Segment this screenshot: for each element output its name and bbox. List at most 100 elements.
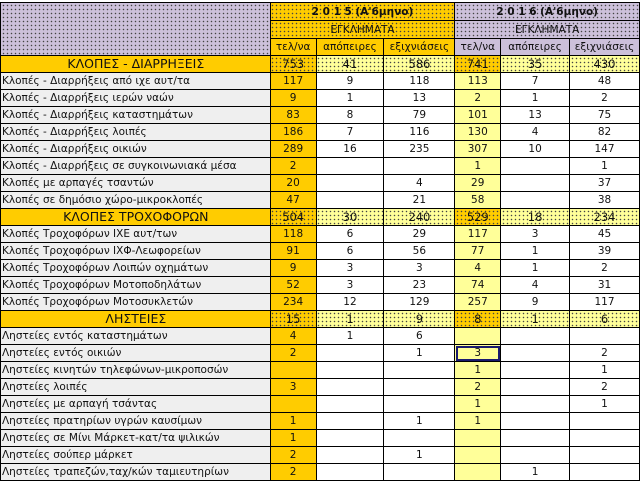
cell-solved-2016[interactable]: [569, 446, 640, 464]
cell-attempts-2015[interactable]: 8: [315, 106, 385, 124]
row-label-cell[interactable]: Ληστείες σούπερ μάρκετ: [0, 446, 271, 464]
cell-attempts-2015[interactable]: 1: [315, 327, 385, 345]
cell-completed-2016[interactable]: 29: [454, 174, 502, 192]
cell-solved-2016[interactable]: 2: [569, 89, 640, 107]
cell-completed-2015[interactable]: 3: [269, 378, 317, 396]
cell-attempts-2016[interactable]: 9: [500, 293, 571, 311]
cell-solved-2015[interactable]: 3: [383, 259, 456, 277]
cell-attempts-2015[interactable]: 6: [315, 225, 385, 243]
cell-attempts-2016[interactable]: 18: [500, 208, 571, 226]
section-label-cell[interactable]: ΚΛΟΠΕΣ - ΔΙΑΡΡΗΞΕΙΣ: [0, 55, 271, 73]
cell-completed-2015[interactable]: 47: [269, 191, 317, 209]
cell-solved-2016[interactable]: [569, 463, 640, 481]
cell-completed-2015[interactable]: [269, 361, 317, 379]
cell-solved-2015[interactable]: 240: [383, 208, 456, 226]
cell-completed-2015[interactable]: 1: [269, 429, 317, 447]
cell-solved-2015[interactable]: 586: [383, 55, 456, 73]
cell-completed-2015[interactable]: 2: [269, 463, 317, 481]
cell-solved-2016[interactable]: 48: [569, 72, 640, 90]
cell-completed-2015[interactable]: 83: [269, 106, 317, 124]
row-label-cell[interactable]: Κλοπές - Διαρρήξεις λοιπές: [0, 123, 271, 141]
cell-attempts-2016[interactable]: [500, 446, 571, 464]
row-label-cell[interactable]: Κλοπές - Διαρρήξεις από ιχε αυτ/τα: [0, 72, 271, 90]
cell-attempts-2015[interactable]: 1: [315, 310, 385, 328]
cell-completed-2015[interactable]: 20: [269, 174, 317, 192]
cell-completed-2015[interactable]: 91: [269, 242, 317, 260]
cell-attempts-2016[interactable]: 3: [500, 225, 571, 243]
cell-solved-2016[interactable]: 2: [569, 344, 640, 362]
cell-completed-2016[interactable]: 1: [454, 361, 502, 379]
cell-solved-2015[interactable]: 6: [383, 327, 456, 345]
cell-completed-2015[interactable]: 118: [269, 225, 317, 243]
col-header-attempts-2015[interactable]: απόπειρες: [315, 38, 385, 56]
cell-solved-2016[interactable]: 82: [569, 123, 640, 141]
cell-attempts-2016[interactable]: 13: [500, 106, 571, 124]
cell-completed-2015[interactable]: 2: [269, 446, 317, 464]
cell-attempts-2016[interactable]: [500, 378, 571, 396]
cell-solved-2015[interactable]: [383, 361, 456, 379]
cell-solved-2016[interactable]: 234: [569, 208, 640, 226]
cell-solved-2015[interactable]: 1: [383, 412, 456, 430]
row-label-cell[interactable]: Ληστείες τραπεζών,ταχ/κών ταμιευτηρίων: [0, 463, 271, 481]
cell-attempts-2015[interactable]: [315, 463, 385, 481]
cell-completed-2015[interactable]: 117: [269, 72, 317, 90]
row-label-cell[interactable]: Κλοπές Τροχοφόρων Λοιπών οχημάτων: [0, 259, 271, 277]
crimes-2016-header[interactable]: ΕΓΚΛΗΜΑΤΑ: [454, 20, 640, 39]
row-label-cell[interactable]: Ληστείες λοιπές: [0, 378, 271, 396]
cell-attempts-2016[interactable]: [500, 191, 571, 209]
section-label-cell[interactable]: ΚΛΟΠΕΣ ΤΡΟΧΟΦΟΡΩΝ: [0, 208, 271, 226]
cell-attempts-2016[interactable]: [500, 157, 571, 175]
cell-completed-2015[interactable]: 1: [269, 412, 317, 430]
cell-solved-2016[interactable]: 45: [569, 225, 640, 243]
section-label-cell[interactable]: ΛΗΣΤΕΙΕΣ: [0, 310, 271, 328]
cell-attempts-2016[interactable]: 4: [500, 123, 571, 141]
cell-completed-2016[interactable]: [454, 446, 502, 464]
cell-solved-2015[interactable]: 13: [383, 89, 456, 107]
cell-completed-2016[interactable]: 4: [454, 259, 502, 277]
row-label-cell[interactable]: Ληστείες εντός καταστημάτων: [0, 327, 271, 345]
row-label-cell[interactable]: Κλοπές Τροχοφόρων Μοτοσυκλετών: [0, 293, 271, 311]
cell-solved-2015[interactable]: 29: [383, 225, 456, 243]
cell-completed-2015[interactable]: 2: [269, 157, 317, 175]
corner-header-cell[interactable]: [0, 2, 271, 56]
cell-solved-2015[interactable]: 1: [383, 344, 456, 362]
cell-attempts-2015[interactable]: 41: [315, 55, 385, 73]
row-label-cell[interactable]: Ληστείες σε Μίνι Μάρκετ-κατ/τα ψιλικών: [0, 429, 271, 447]
cell-attempts-2015[interactable]: 3: [315, 276, 385, 294]
cell-solved-2015[interactable]: 23: [383, 276, 456, 294]
row-label-cell[interactable]: Κλοπές - Διαρρήξεις οικιών: [0, 140, 271, 158]
cell-solved-2016[interactable]: 117: [569, 293, 640, 311]
cell-attempts-2016[interactable]: [500, 412, 571, 430]
cell-solved-2016[interactable]: 31: [569, 276, 640, 294]
year-2016-header[interactable]: 2 0 1 6 (Α'6μηνο): [454, 2, 640, 21]
col-header-solved-2015[interactable]: εξιχνιάσεις: [383, 38, 456, 56]
cell-attempts-2016[interactable]: 1: [500, 242, 571, 260]
cell-completed-2015[interactable]: 186: [269, 123, 317, 141]
cell-solved-2016[interactable]: 1: [569, 361, 640, 379]
cell-solved-2016[interactable]: 75: [569, 106, 640, 124]
cell-attempts-2015[interactable]: 9: [315, 72, 385, 90]
cell-attempts-2015[interactable]: 12: [315, 293, 385, 311]
cell-solved-2015[interactable]: 118: [383, 72, 456, 90]
row-label-cell[interactable]: Κλοπές Τροχοφόρων Μοτοποδηλάτων: [0, 276, 271, 294]
cell-solved-2016[interactable]: 38: [569, 191, 640, 209]
cell-completed-2016[interactable]: 1: [454, 395, 502, 413]
row-label-cell[interactable]: Ληστείες κινητών τηλεφώνων-μικροποσών: [0, 361, 271, 379]
cell-solved-2015[interactable]: 4: [383, 174, 456, 192]
cell-attempts-2016[interactable]: [500, 174, 571, 192]
cell-solved-2016[interactable]: 430: [569, 55, 640, 73]
cell-attempts-2015[interactable]: [315, 412, 385, 430]
cell-completed-2016[interactable]: 8: [454, 310, 502, 328]
cell-solved-2015[interactable]: 129: [383, 293, 456, 311]
col-header-solved-2016[interactable]: εξιχνιάσεις: [569, 38, 640, 56]
cell-completed-2016[interactable]: 113: [454, 72, 502, 90]
cell-attempts-2015[interactable]: [315, 361, 385, 379]
cell-solved-2016[interactable]: 6: [569, 310, 640, 328]
year-2015-header[interactable]: 2 0 1 5 (Α'6μηνο): [269, 2, 456, 21]
cell-solved-2016[interactable]: 39: [569, 242, 640, 260]
cell-completed-2015[interactable]: 234: [269, 293, 317, 311]
cell-solved-2015[interactable]: 21: [383, 191, 456, 209]
cell-attempts-2015[interactable]: [315, 378, 385, 396]
cell-attempts-2016[interactable]: 4: [500, 276, 571, 294]
cell-attempts-2015[interactable]: 16: [315, 140, 385, 158]
